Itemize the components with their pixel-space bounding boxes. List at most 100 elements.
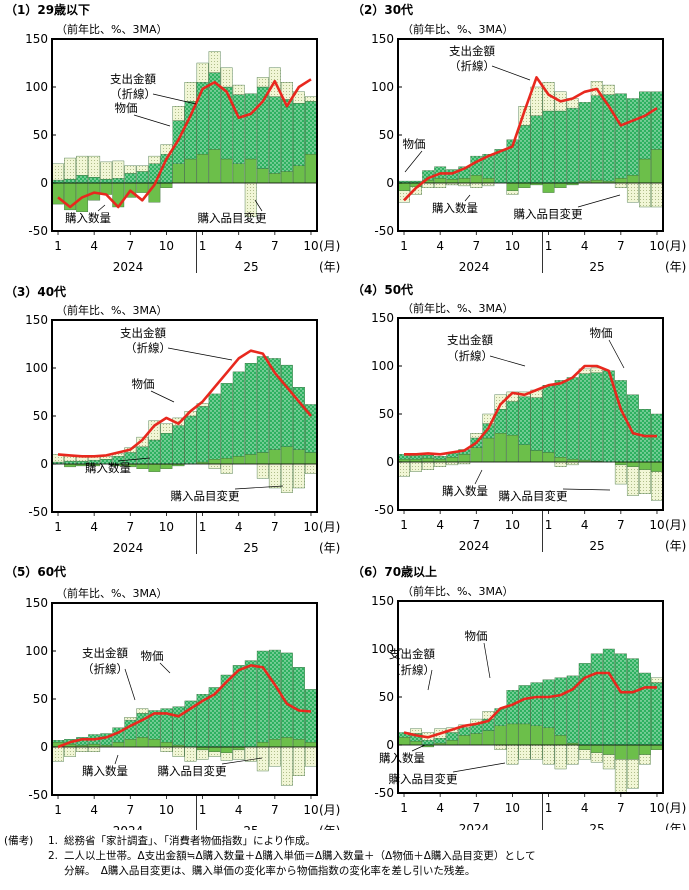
bar-quantity-4-5 bbox=[446, 457, 459, 463]
bar-price-3-10 bbox=[160, 433, 173, 465]
year-label-6: 25 bbox=[589, 822, 604, 830]
x-tick-label-2: 7 bbox=[472, 239, 480, 253]
bar-item-1-14 bbox=[208, 51, 221, 73]
bar-price-6-11 bbox=[518, 685, 531, 725]
x-tick-label-6: 4 bbox=[581, 801, 589, 815]
x-tick-label-2: 10 bbox=[505, 239, 520, 253]
bar-quantity-2-5 bbox=[446, 178, 459, 184]
bar-item-6-21 bbox=[639, 754, 651, 765]
chart-unit-5: （前年比、%、3MA） bbox=[56, 586, 167, 600]
leader-item-change-1 bbox=[254, 199, 263, 212]
x-tick-label-2: 1 bbox=[400, 239, 408, 253]
bar-item-5-18 bbox=[256, 746, 269, 772]
x-tick-label-1: 1 bbox=[54, 239, 62, 253]
bar-quantity-4-10 bbox=[506, 434, 519, 463]
bar-quantity-6-1 bbox=[398, 737, 410, 746]
leader-price-3 bbox=[150, 390, 175, 403]
bar-price-6-5 bbox=[446, 732, 459, 741]
bar-quantity-2-13 bbox=[542, 182, 555, 193]
bar-quantity-1-17 bbox=[244, 158, 257, 184]
bar-item-6-10 bbox=[506, 744, 519, 765]
bar-quantity-6-22 bbox=[651, 744, 663, 750]
x-axis-month-6: (月) bbox=[665, 801, 686, 815]
bar-quantity-5-16 bbox=[232, 746, 245, 751]
bar-quantity-4-2 bbox=[410, 458, 422, 463]
y-tick-label-2: 0 bbox=[386, 176, 394, 190]
chart-title-5: （5）60代 bbox=[5, 564, 66, 579]
bar-item-3-8 bbox=[136, 436, 149, 447]
bar-quantity-1-12 bbox=[184, 158, 197, 184]
annotation-expenditure-2: 支出金額 bbox=[449, 44, 495, 58]
y-tick-label-5: 150 bbox=[25, 596, 48, 610]
bar-item-1-1 bbox=[52, 163, 64, 181]
bar-quantity-6-10 bbox=[506, 723, 519, 746]
annotation-item-change-6: 購入品目変更 bbox=[389, 772, 458, 786]
x-tick-label-1: 4 bbox=[90, 239, 98, 253]
bar-item-4-1 bbox=[398, 461, 410, 477]
x-tick-label-3: 7 bbox=[126, 520, 134, 534]
bar-quantity-4-14 bbox=[554, 457, 567, 463]
bar-item-2-3 bbox=[422, 182, 435, 189]
bar-price-4-16 bbox=[578, 373, 591, 461]
x-tick-label-5: 1 bbox=[199, 803, 207, 817]
leader-quantity-5 bbox=[114, 754, 119, 765]
bar-item-4-17 bbox=[590, 367, 603, 373]
bar-price-3-2 bbox=[64, 460, 76, 465]
chart-title-4: （4）50代 bbox=[352, 282, 413, 297]
y-tick-label-4: -50 bbox=[374, 503, 394, 517]
x-tick-label-6: 10 bbox=[505, 801, 520, 815]
bar-item-5-2 bbox=[64, 746, 76, 757]
bar-price-6-20 bbox=[626, 658, 639, 746]
x-tick-label-5: 10 bbox=[303, 803, 318, 817]
bar-quantity-5-9 bbox=[148, 739, 161, 748]
bar-item-3-2 bbox=[64, 456, 76, 462]
bar-price-4-11 bbox=[518, 396, 531, 445]
notes-head: (備考) bbox=[4, 835, 34, 847]
bar-quantity-4-22 bbox=[651, 461, 663, 472]
bar-quantity-1-8 bbox=[136, 182, 149, 193]
bar-price-6-13 bbox=[542, 679, 555, 728]
bar-price-4-15 bbox=[566, 377, 579, 460]
x-tick-label-5: 4 bbox=[90, 803, 98, 817]
bar-price-5-16 bbox=[232, 665, 245, 748]
bar-price-3-12 bbox=[184, 415, 197, 465]
bar-quantity-4-15 bbox=[566, 458, 579, 463]
bar-item-2-21 bbox=[639, 182, 651, 208]
bar-item-3-14 bbox=[208, 463, 221, 470]
bar-item-4-20 bbox=[626, 466, 639, 496]
annotation-expenditure-4: 支出金額 bbox=[447, 333, 493, 347]
bar-quantity-6-21 bbox=[639, 744, 651, 755]
x-tick-label-2: 10 bbox=[649, 239, 664, 253]
bar-price-5-19 bbox=[268, 649, 281, 740]
y-tick-label-1: 50 bbox=[33, 128, 48, 142]
bar-item-5-20 bbox=[280, 746, 293, 786]
bar-price-2-21 bbox=[639, 91, 651, 160]
bar-quantity-2-8 bbox=[482, 177, 495, 184]
y-tick-label-3: -50 bbox=[28, 505, 48, 519]
bar-quantity-4-6 bbox=[458, 454, 471, 463]
bar-item-4-15 bbox=[566, 461, 579, 466]
year-label-2: 25 bbox=[589, 260, 604, 274]
x-tick-label-4: 10 bbox=[505, 518, 520, 532]
x-tick-label-6: 1 bbox=[545, 801, 553, 815]
leader-item-change-3 bbox=[234, 485, 284, 490]
bar-quantity-4-19 bbox=[614, 461, 627, 466]
bar-item-3-22 bbox=[305, 463, 317, 474]
bar-price-3-16 bbox=[232, 371, 245, 457]
x-tick-label-5: 4 bbox=[235, 803, 243, 817]
leader-quantity-1 bbox=[97, 204, 106, 212]
annotation-expenditure-sub-2: （折線） bbox=[449, 59, 495, 73]
y-tick-label-5: 50 bbox=[33, 692, 48, 706]
y-tick-label-2: 50 bbox=[379, 128, 394, 142]
bar-item-5-1 bbox=[52, 746, 64, 762]
y-tick-label-4: 100 bbox=[371, 359, 394, 373]
annotation-quantity-2: 購入数量 bbox=[432, 201, 478, 215]
bar-item-3-21 bbox=[293, 463, 305, 489]
bar-item-2-12 bbox=[530, 86, 543, 116]
x-tick-label-3: 7 bbox=[271, 520, 279, 534]
annotation-quantity-5: 購入数量 bbox=[82, 764, 128, 778]
y-tick-label-3: 100 bbox=[25, 361, 48, 375]
bar-quantity-3-15 bbox=[220, 458, 233, 465]
bar-quantity-4-12 bbox=[530, 450, 543, 463]
leader-item-change-5 bbox=[221, 757, 263, 765]
